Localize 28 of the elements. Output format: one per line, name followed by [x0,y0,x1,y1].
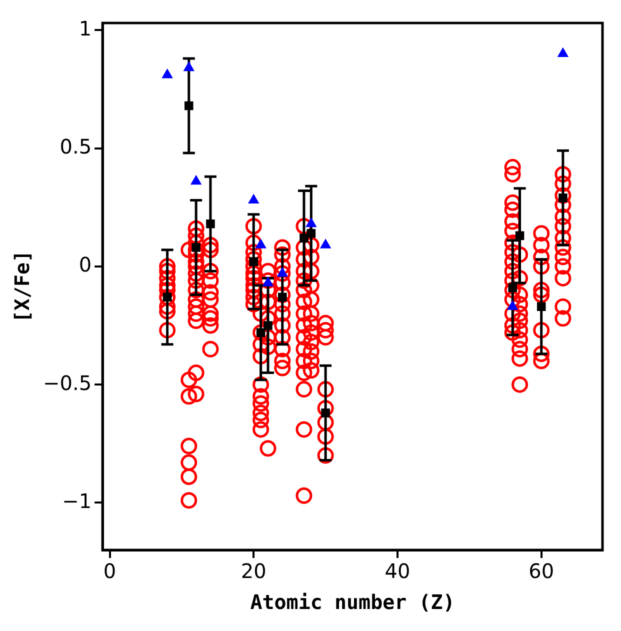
point [558,48,568,57]
point [320,239,331,248]
point [536,302,546,311]
point [321,408,330,418]
point [515,231,524,240]
point [300,234,308,242]
x-tick-label: 20 [240,559,266,584]
point [184,101,194,110]
point [248,194,259,204]
point [306,218,316,228]
point [256,239,266,248]
y-tick-label: 0 [78,252,92,277]
point [190,175,202,185]
point [184,62,194,72]
x-tick-label: 40 [384,559,410,584]
point [206,219,215,228]
point [162,68,173,78]
point [306,228,316,238]
point [264,321,272,330]
y-tick-label: 0.5 [60,134,92,158]
x-tick-label: 60 [528,559,554,584]
y-axis-title: [X/Fe] [10,250,34,323]
y-tick-label: −1 [62,488,92,513]
point [507,300,518,310]
y-tick-label: 1 [78,16,92,40]
x-tick-label: 0 [103,559,116,584]
x-axis-title: Atomic number (Z) [250,590,455,614]
y-tick-label: −0.5 [42,370,92,395]
